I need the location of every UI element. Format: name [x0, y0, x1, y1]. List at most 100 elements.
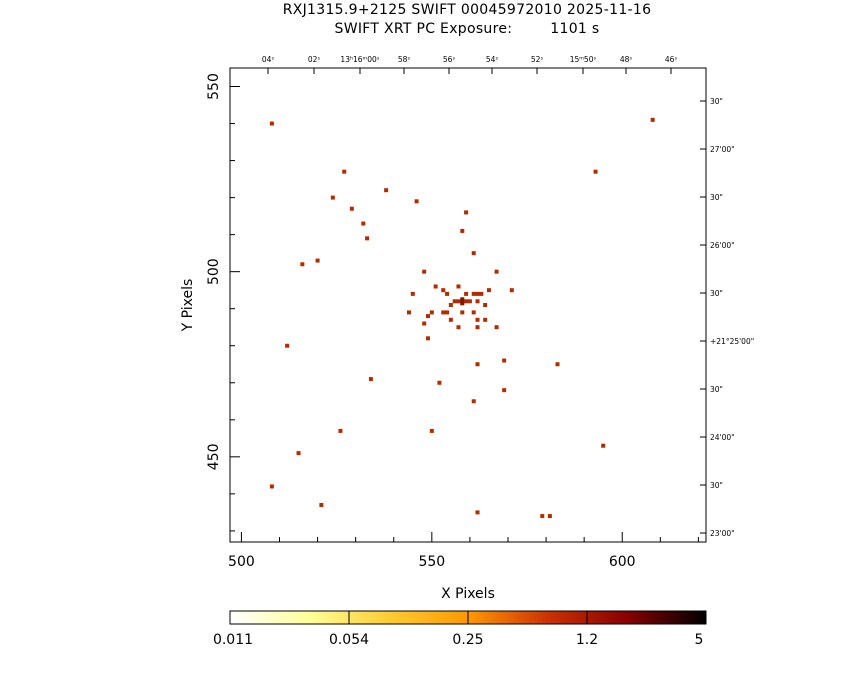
data-point	[464, 299, 469, 304]
data-point	[601, 443, 606, 448]
data-point	[315, 258, 320, 263]
data-point	[475, 291, 480, 296]
data-point	[650, 117, 655, 122]
x-axis: 500 550 600	[228, 532, 699, 570]
top-ra-axis: 04ˢ 02ˢ 13ʰ16ᵐ00ˢ 58ˢ 56ˢ 54ˢ 52ˢ 15ᵐ50ˢ 48ˢ 46ˢ	[262, 55, 677, 74]
chart-subtitle: SWIFT XRT PC Exposure: 1101 s	[334, 21, 600, 37]
data-point	[410, 291, 415, 296]
dec-tick-label: 30"	[710, 193, 723, 202]
data-point	[502, 388, 507, 393]
ra-tick-label: 13ʰ16ᵐ00ˢ	[340, 55, 379, 64]
ra-tick-label: 54ˢ	[486, 55, 499, 64]
y-tick-label: 450	[206, 443, 222, 470]
colorbar-tick-label: 0.054	[329, 632, 369, 648]
data-point	[483, 303, 488, 307]
dec-tick-label: 23'00"	[710, 529, 735, 538]
data-point	[486, 288, 491, 293]
data-point	[342, 169, 347, 174]
plot-border	[229, 67, 707, 543]
data-point	[460, 310, 465, 315]
data-point	[384, 188, 389, 193]
data-point	[494, 269, 499, 274]
y-axis: 450 500 550	[206, 73, 240, 532]
colorbar-tick-label: 5	[695, 632, 704, 648]
ra-tick-label: 15ᵐ50ˢ	[570, 55, 597, 64]
y-tick-label: 500	[206, 258, 222, 285]
dec-tick-label: 30"	[710, 97, 723, 106]
right-dec-axis: 30" 27'00" 30" 26'00" 30" +21°25'00" 30" 24'00"…	[700, 97, 754, 538]
dec-tick-label: 26'00"	[710, 241, 735, 250]
data-point	[471, 251, 476, 256]
data-point	[426, 314, 431, 319]
ra-tick-label: 52ˢ	[531, 55, 544, 64]
data-point	[330, 195, 335, 200]
data-point	[338, 428, 343, 433]
data-point	[429, 428, 434, 433]
data-point	[448, 303, 453, 307]
data-point	[475, 299, 480, 304]
data-point	[483, 317, 488, 322]
y-axis-label: Y Pixels	[180, 279, 196, 333]
dec-tick-label: 24'00"	[710, 433, 735, 442]
data-point	[464, 291, 469, 296]
data-point	[555, 362, 560, 367]
data-point	[494, 325, 499, 330]
data-point	[437, 380, 442, 385]
data-point	[471, 291, 476, 296]
data-point	[368, 377, 373, 382]
data-point	[464, 210, 469, 215]
data-point	[426, 336, 431, 341]
data-point	[456, 284, 461, 289]
data-point	[445, 291, 450, 296]
data-point	[422, 269, 427, 274]
data-point	[361, 221, 366, 226]
data-point	[414, 199, 419, 204]
data-point	[479, 291, 484, 296]
dec-tick-label: 27'00"	[710, 145, 735, 154]
data-point	[456, 325, 461, 330]
dec-tick-label: 30"	[710, 385, 723, 394]
data-point	[433, 284, 438, 289]
ra-tick-label: 02ˢ	[308, 55, 321, 64]
ra-tick-label: 04ˢ	[262, 55, 275, 64]
data-point	[296, 451, 301, 456]
data-point	[475, 510, 480, 515]
data-point	[365, 236, 370, 241]
data-point	[448, 317, 453, 322]
data-point	[540, 514, 545, 519]
data-point	[445, 310, 450, 315]
data-point	[441, 310, 446, 315]
ra-tick-label: 48ˢ	[620, 55, 633, 64]
data-point	[467, 299, 472, 304]
dec-tick-label: 30"	[710, 481, 723, 490]
plot-frame	[229, 67, 707, 543]
data-point	[429, 310, 434, 315]
x-tick-label: 550	[418, 554, 445, 570]
data-point	[441, 288, 446, 293]
data-point	[475, 362, 480, 367]
data-point	[471, 310, 476, 315]
y-tick-label: 550	[206, 73, 222, 100]
data-point	[475, 317, 480, 322]
data-point	[471, 399, 476, 404]
data-points	[269, 117, 655, 519]
x-tick-label: 500	[228, 554, 255, 570]
ra-tick-label: 58ˢ	[398, 55, 411, 64]
data-point	[593, 169, 598, 174]
x-axis-label: X Pixels	[441, 586, 495, 602]
colorbar-tick-label: 0.25	[452, 632, 483, 648]
data-point	[422, 321, 427, 326]
data-point	[285, 343, 290, 348]
ra-tick-label: 56ˢ	[443, 55, 456, 64]
data-point	[406, 310, 411, 315]
data-point	[319, 502, 324, 507]
data-point	[502, 358, 507, 363]
data-point	[509, 288, 514, 293]
data-point	[460, 228, 465, 233]
data-point	[475, 325, 480, 330]
data-point	[269, 121, 274, 126]
data-point	[269, 484, 274, 489]
x-tick-label: 600	[609, 554, 636, 570]
colorbar-tick-label: 1.2	[576, 632, 598, 648]
